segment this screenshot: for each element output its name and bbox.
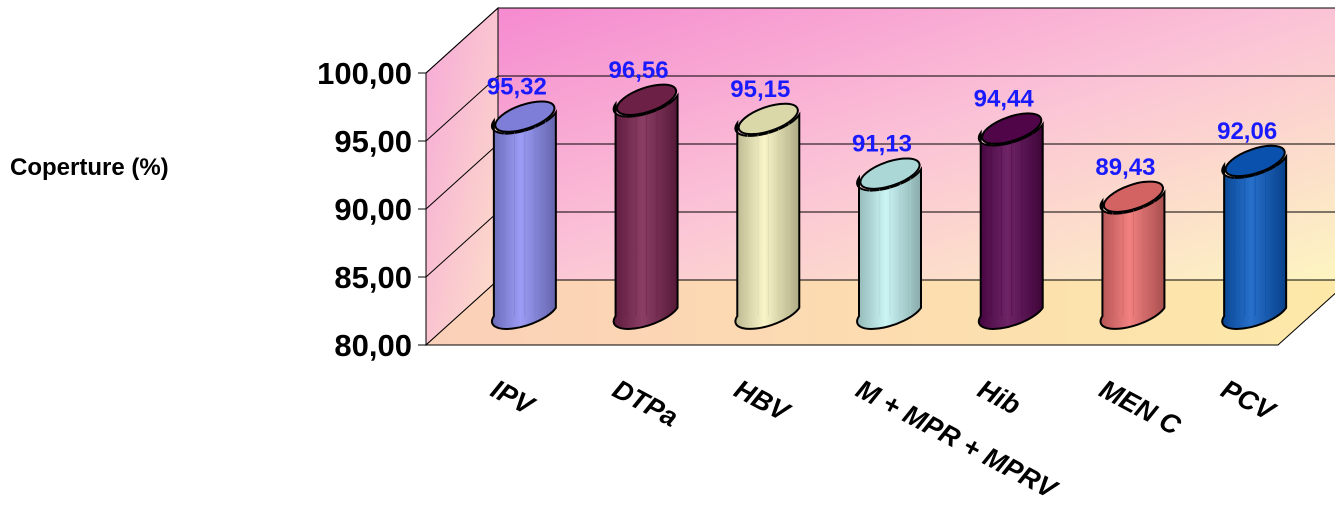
bar-body xyxy=(1099,189,1166,330)
bar-top-cap xyxy=(859,157,921,190)
data-label: 95,32 xyxy=(487,74,547,101)
y-tick-labels: 80,00 85,00 90,00 95,00 100,00 xyxy=(317,56,412,363)
bar-hib xyxy=(977,112,1044,330)
value-labels: 95,32 96,56 95,15 91,13 94,44 89,43 92,06 xyxy=(487,57,1277,181)
data-label: 92,06 xyxy=(1217,118,1277,145)
bar-body xyxy=(612,92,679,330)
bar-top-cap xyxy=(981,112,1043,145)
x-tick-label: MEN C xyxy=(1095,374,1186,442)
bar-body xyxy=(1221,153,1288,330)
y-tick-label: 95,00 xyxy=(334,124,412,159)
data-label: 91,13 xyxy=(852,131,912,158)
x-tick-label: DTPa xyxy=(608,374,683,433)
bar-body xyxy=(856,166,922,330)
y-tick-label: 80,00 xyxy=(334,328,412,363)
data-label: 95,15 xyxy=(730,76,790,103)
data-label: 89,43 xyxy=(1095,154,1155,181)
y-tick-label: 90,00 xyxy=(334,192,412,227)
bar-top-cap xyxy=(737,102,799,136)
x-tick-label: IPV xyxy=(486,374,540,422)
x-tick-label: Hib xyxy=(973,374,1025,421)
bar-top-cap xyxy=(616,83,678,116)
bar-body xyxy=(491,109,557,330)
bar-m-mpr-mprv xyxy=(856,157,922,330)
x-tick-label: HBV xyxy=(729,374,795,428)
x-tick-label: PCV xyxy=(1216,374,1281,427)
bar-top-cap xyxy=(1224,144,1286,178)
y-tick-label: 100,00 xyxy=(317,56,412,91)
bar-top-cap xyxy=(494,100,556,133)
bar-ipv xyxy=(491,100,557,330)
y-axis-label: Coperture (%) xyxy=(10,154,169,181)
bar-body xyxy=(734,111,801,330)
data-label: 96,56 xyxy=(609,57,669,84)
data-label: 94,44 xyxy=(974,86,1035,113)
bar-body xyxy=(977,121,1044,330)
bar-hbv xyxy=(734,102,801,330)
y-tick-label: 85,00 xyxy=(334,260,412,295)
x-tick-label: M + MPR + MPRV xyxy=(851,374,1063,506)
gridline xyxy=(425,75,1335,142)
bar-dtpa xyxy=(612,83,679,330)
bars xyxy=(491,83,1288,330)
bar-pcv xyxy=(1221,144,1288,330)
bar-men-c xyxy=(1099,180,1166,330)
bar-top-cap xyxy=(1102,180,1164,213)
gridline xyxy=(425,7,1335,74)
